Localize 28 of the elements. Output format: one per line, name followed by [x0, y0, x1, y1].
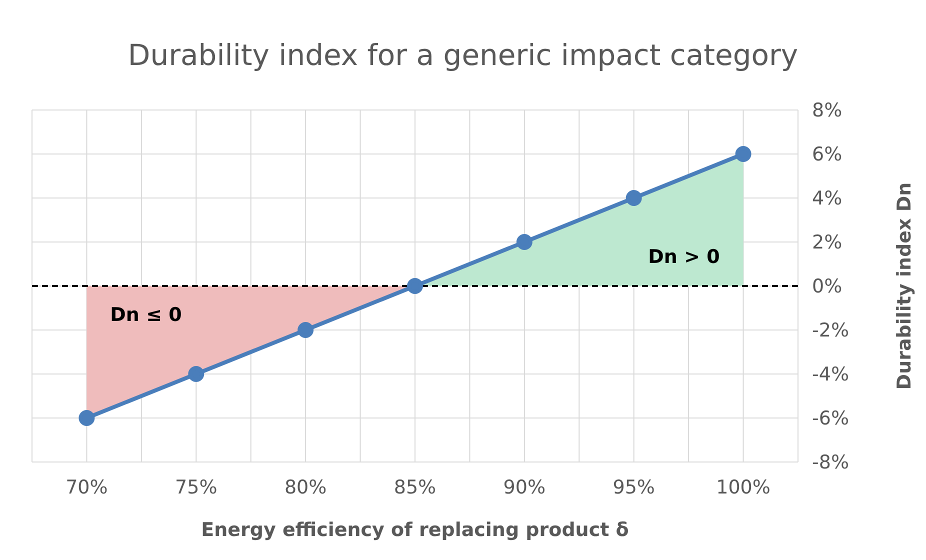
x-tick-label: 75% — [175, 476, 218, 498]
annotation: Dn ≤ 0 — [110, 304, 182, 326]
x-tick-label: 70% — [66, 476, 108, 498]
chart-title: Durability index for a generic impact category — [126, 37, 800, 72]
point — [626, 190, 642, 206]
x-tick-label: 100% — [716, 476, 770, 498]
x-tick-label: 95% — [612, 476, 655, 498]
point — [188, 366, 204, 382]
point — [78, 410, 95, 426]
point — [516, 234, 532, 250]
y-tick-label: 4% — [812, 188, 842, 210]
y-tick-label: -8% — [812, 452, 849, 474]
annotation: Dn > 0 — [648, 246, 720, 268]
x-tick-label: 90% — [503, 476, 546, 498]
point — [735, 146, 752, 162]
y-tick-label: 0% — [812, 276, 842, 298]
y-tick-label: -6% — [812, 408, 849, 430]
y-tick-label: 2% — [812, 232, 842, 254]
y-tick-label: 8% — [812, 100, 842, 122]
x-tick-label: 85% — [394, 476, 436, 498]
x-axis-title: Energy efficiency of replacing product δ — [201, 519, 629, 541]
point — [407, 278, 423, 294]
point — [298, 322, 314, 338]
y-axis-title: Durability index Dn — [894, 182, 916, 390]
x-tick-label: 80% — [284, 476, 327, 498]
y-tick-label: -2% — [812, 320, 849, 342]
y-tick-label: -4% — [812, 364, 849, 386]
y-tick-label: 6% — [812, 144, 842, 166]
